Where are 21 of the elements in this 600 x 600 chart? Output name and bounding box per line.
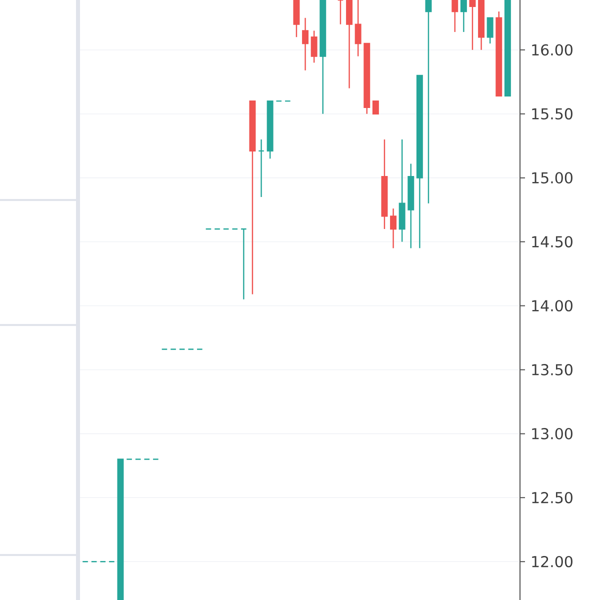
candlestick bbox=[302, 17, 309, 71]
candlestick bbox=[425, 0, 432, 204]
candlestick bbox=[372, 100, 379, 114]
y-tick-label: 12.00 bbox=[532, 556, 572, 568]
candlestick bbox=[258, 138, 265, 198]
y-tick-label: 14.00 bbox=[532, 300, 572, 312]
y-tick-label: 14.50 bbox=[532, 236, 572, 248]
candlestick bbox=[460, 0, 467, 33]
y-tick-label: 15.00 bbox=[532, 172, 572, 184]
y-tick-label: 15.50 bbox=[532, 108, 572, 120]
y-tick-label: 13.00 bbox=[532, 428, 572, 440]
candlestick bbox=[452, 0, 458, 33]
y-tick-label: 13.50 bbox=[532, 364, 572, 376]
candlestick bbox=[390, 208, 397, 249]
candlestick bbox=[354, 0, 362, 57]
candlestick bbox=[310, 30, 318, 64]
y-tick-label: 16.00 bbox=[532, 44, 572, 56]
candlestick bbox=[486, 17, 494, 44]
candlestick bbox=[240, 228, 247, 300]
candlestick bbox=[469, 0, 476, 50]
y-tick-label: 12.50 bbox=[532, 492, 572, 504]
